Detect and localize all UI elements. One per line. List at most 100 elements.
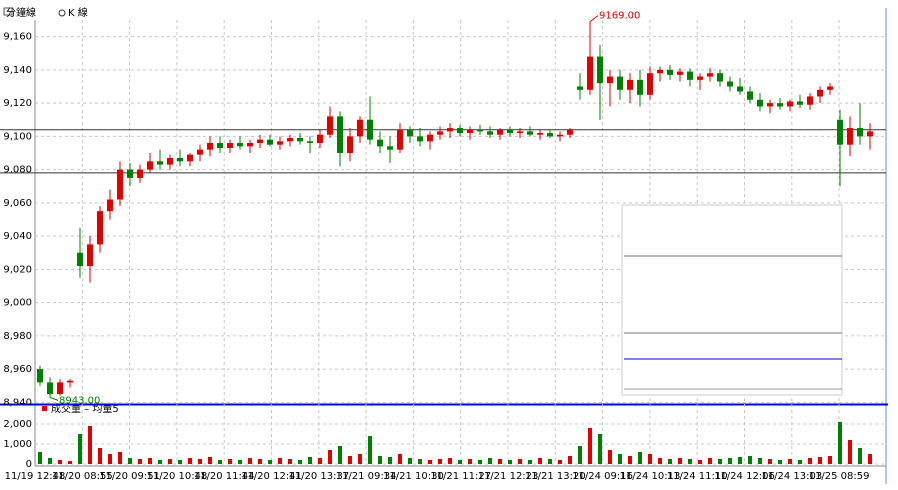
volume-tick-label: 1,000 <box>3 439 32 450</box>
candle-body <box>867 131 873 137</box>
candle-body <box>607 76 613 84</box>
volume-bar <box>298 460 302 464</box>
x-tick-label: 11/21 10:30 <box>383 471 444 482</box>
volume-bar <box>378 456 382 464</box>
y-tick-label: 9,020 <box>3 264 32 275</box>
volume-bar <box>158 460 162 464</box>
volume-bar <box>528 460 532 464</box>
volume-bar <box>178 460 182 464</box>
candle-body <box>487 131 493 135</box>
candle-body <box>797 101 803 105</box>
tab-k[interactable]: K 線 <box>68 6 88 19</box>
candle-body <box>617 76 623 90</box>
x-tick-label: 11/21 09:34 <box>336 471 397 482</box>
volume-bar <box>848 440 852 464</box>
candle-body <box>717 73 723 82</box>
volume-bar <box>798 460 802 464</box>
volume-bar <box>258 459 262 464</box>
candle-body <box>647 73 653 95</box>
candle-body <box>117 169 123 200</box>
x-tick-label: 11/25 08:59 <box>809 471 870 482</box>
volume-bar <box>168 459 172 464</box>
volume-bar <box>348 456 352 464</box>
y-tick-label: 9,000 <box>3 298 32 309</box>
y-tick-label: 9,140 <box>3 65 32 76</box>
candle-body <box>777 103 783 107</box>
candle-body <box>557 134 563 137</box>
volume-bar <box>578 446 582 464</box>
x-tick-label: 11/20 11:44 <box>194 471 255 482</box>
candle-body <box>747 91 753 100</box>
volume-bar <box>478 460 482 464</box>
volume-bar <box>418 459 422 464</box>
volume-tick-label: 2,000 <box>3 419 32 430</box>
candle-body <box>767 103 773 107</box>
x-tick-label: 11/20 09:51 <box>99 471 160 482</box>
volume-bar <box>548 459 552 464</box>
candle-body <box>347 136 353 153</box>
candle-body <box>707 73 713 77</box>
x-tick-label: 11/21 11:27 <box>430 471 491 482</box>
candle-body <box>467 129 473 134</box>
volume-bar <box>538 458 542 464</box>
candle-body <box>437 131 443 135</box>
volume-bar <box>568 456 572 464</box>
candle-body <box>77 252 83 267</box>
candle-body <box>567 129 573 135</box>
y-tick-label: 8,980 <box>3 331 32 342</box>
volume-bar <box>88 426 92 464</box>
candle-body <box>757 99 763 107</box>
volume-bar <box>818 457 822 464</box>
volume-bar <box>668 459 672 464</box>
candle-body <box>457 128 463 134</box>
volume-bar <box>688 459 692 464</box>
y-tick-label: 9,100 <box>3 131 32 142</box>
volume-bar <box>598 434 602 464</box>
high-label: 9169.00 <box>599 11 640 22</box>
volume-bar <box>778 460 782 464</box>
volume-bar <box>678 458 682 464</box>
volume-bar <box>708 458 712 464</box>
volume-bar <box>648 454 652 464</box>
y-tick-label: 9,060 <box>3 198 32 209</box>
candle-body <box>687 71 693 80</box>
candle-body <box>737 86 743 92</box>
volume-tick-label: 0 <box>26 459 32 470</box>
volume-bar <box>498 459 502 464</box>
candle-body <box>807 96 813 105</box>
volume-bar <box>398 454 402 464</box>
volume-bar <box>808 458 812 464</box>
candle-body <box>357 119 363 137</box>
candle-body <box>857 128 863 137</box>
tab-radio[interactable] <box>58 9 66 17</box>
candle-body <box>247 143 253 147</box>
x-tick-label: 11/24 10:13 <box>619 471 680 482</box>
volume-bar <box>138 459 142 464</box>
volume-bar <box>118 452 122 464</box>
high-leader <box>589 15 599 23</box>
candle-body <box>587 56 593 90</box>
candle-body <box>267 139 273 145</box>
candle-body <box>217 143 223 148</box>
y-tick-label: 9,120 <box>3 98 32 109</box>
candle-body <box>367 119 373 140</box>
candle-body <box>147 161 153 170</box>
candle-body <box>507 129 513 134</box>
volume-bar <box>658 458 662 464</box>
x-tick-label: 11/21 12:23 <box>478 471 539 482</box>
volume-bar <box>588 428 592 464</box>
volume-bar <box>238 460 242 464</box>
volume-bar <box>98 448 102 464</box>
tab-minute[interactable]: 分鐘線 <box>6 6 36 19</box>
volume-bar <box>768 459 772 464</box>
volume-bar <box>488 458 492 464</box>
volume-bar <box>218 460 222 464</box>
candle-body <box>547 133 553 137</box>
x-tick-label: 11/24 13:03 <box>761 471 822 482</box>
candle-body <box>477 129 483 132</box>
volume-bar <box>748 456 752 464</box>
candle-body <box>97 211 103 245</box>
volume-bar <box>448 458 452 464</box>
volume-bar <box>428 460 432 464</box>
